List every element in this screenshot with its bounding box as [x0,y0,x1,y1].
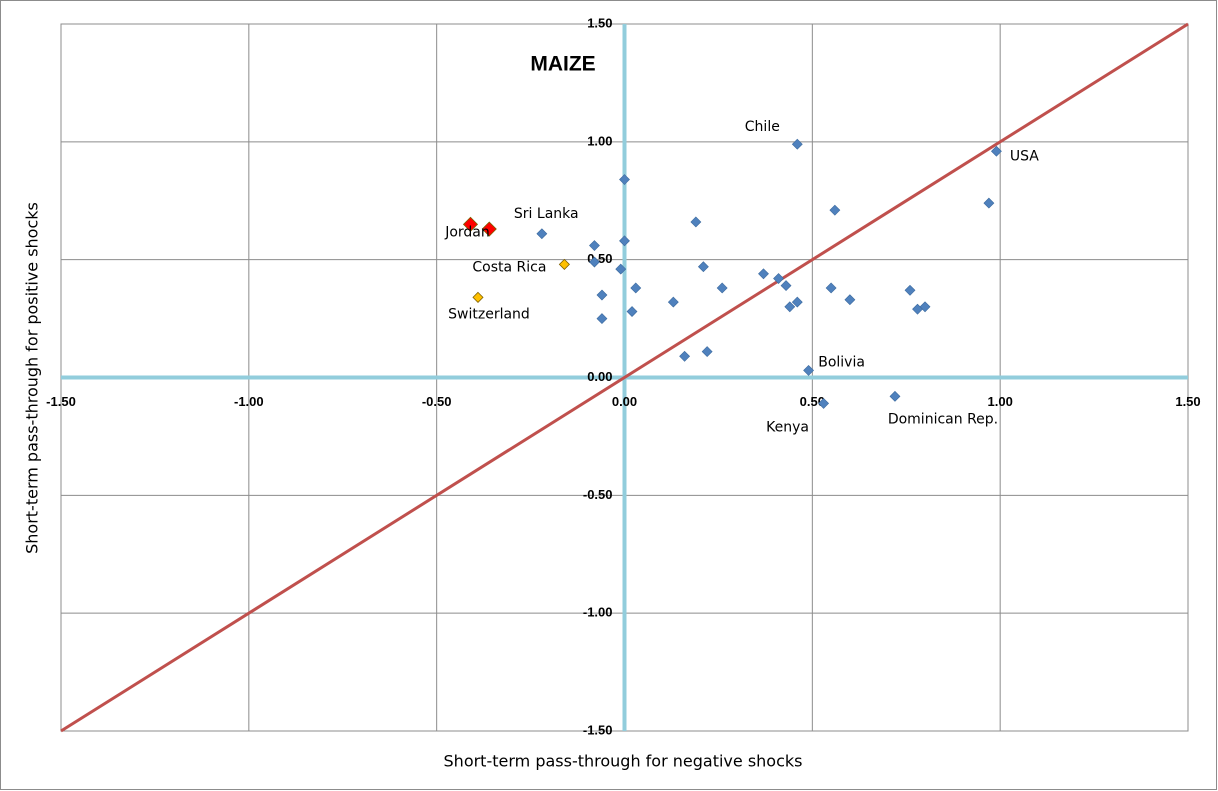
data-point [758,268,769,280]
data-point [716,282,728,294]
data-point [630,282,642,294]
data-point [690,216,702,228]
data-point [803,365,815,376]
data-point [558,258,570,270]
y-tick-label: -0.50 [583,487,613,502]
point-label: USA [1010,148,1039,164]
data-point [983,197,995,209]
point-label: Switzerland [448,306,530,322]
data-point [619,174,630,185]
data-point [701,346,713,358]
data-point [784,301,796,313]
data-point [589,256,600,268]
data-point [589,240,600,251]
x-tick-label: -1.00 [234,394,264,409]
y-tick-label: -1.50 [583,722,613,737]
data-point [829,204,841,216]
data-point [481,221,497,237]
y-tick-label: 0.00 [587,369,612,384]
x-tick-label: 0.50 [800,394,825,409]
y-tick-label: 1.50 [587,15,612,30]
point-label: Costa Rica [472,259,546,275]
data-point [919,301,931,313]
y-axis-title: Short-term pass-through for positive sho… [23,202,42,554]
point-label: Dominican Rep. [888,411,998,427]
x-axis-title: Short-term pass-through for negative sho… [444,752,803,771]
data-point [780,280,792,292]
point-label: Bolivia [818,354,865,370]
point-label: Kenya [766,419,809,435]
data-point [791,138,803,150]
x-tick-label: 1.50 [1175,394,1200,409]
y-tick-label: 1.00 [587,133,612,148]
x-tick-label: -0.50 [422,394,452,409]
data-point [791,296,803,308]
data-point [626,306,638,317]
data-point [904,284,916,296]
data-point [697,261,709,273]
data-point [472,291,484,303]
data-point [596,313,608,325]
data-point [889,390,901,402]
data-point [990,145,1002,157]
point-label: Sri Lanka [514,206,579,222]
point-label: Jordan [444,224,490,240]
data-point [615,263,627,275]
x-tick-label: 0.00 [612,394,637,409]
data-point [818,397,830,409]
data-point [773,273,784,284]
data-point [462,216,479,232]
data-point [536,228,548,240]
y-tick-label: -1.00 [583,605,613,620]
data-point [596,289,608,301]
data-point [825,282,837,294]
chart-title: MAIZE [530,53,595,76]
data-point [844,294,856,306]
data-point [912,303,923,315]
x-tick-label: -1.50 [46,394,76,409]
point-label: Chile [745,119,780,135]
data-point [667,296,679,308]
diagonal-line [60,22,1189,733]
x-tick-label: 1.00 [988,394,1013,409]
data-point [619,235,630,247]
data-point [679,350,691,362]
